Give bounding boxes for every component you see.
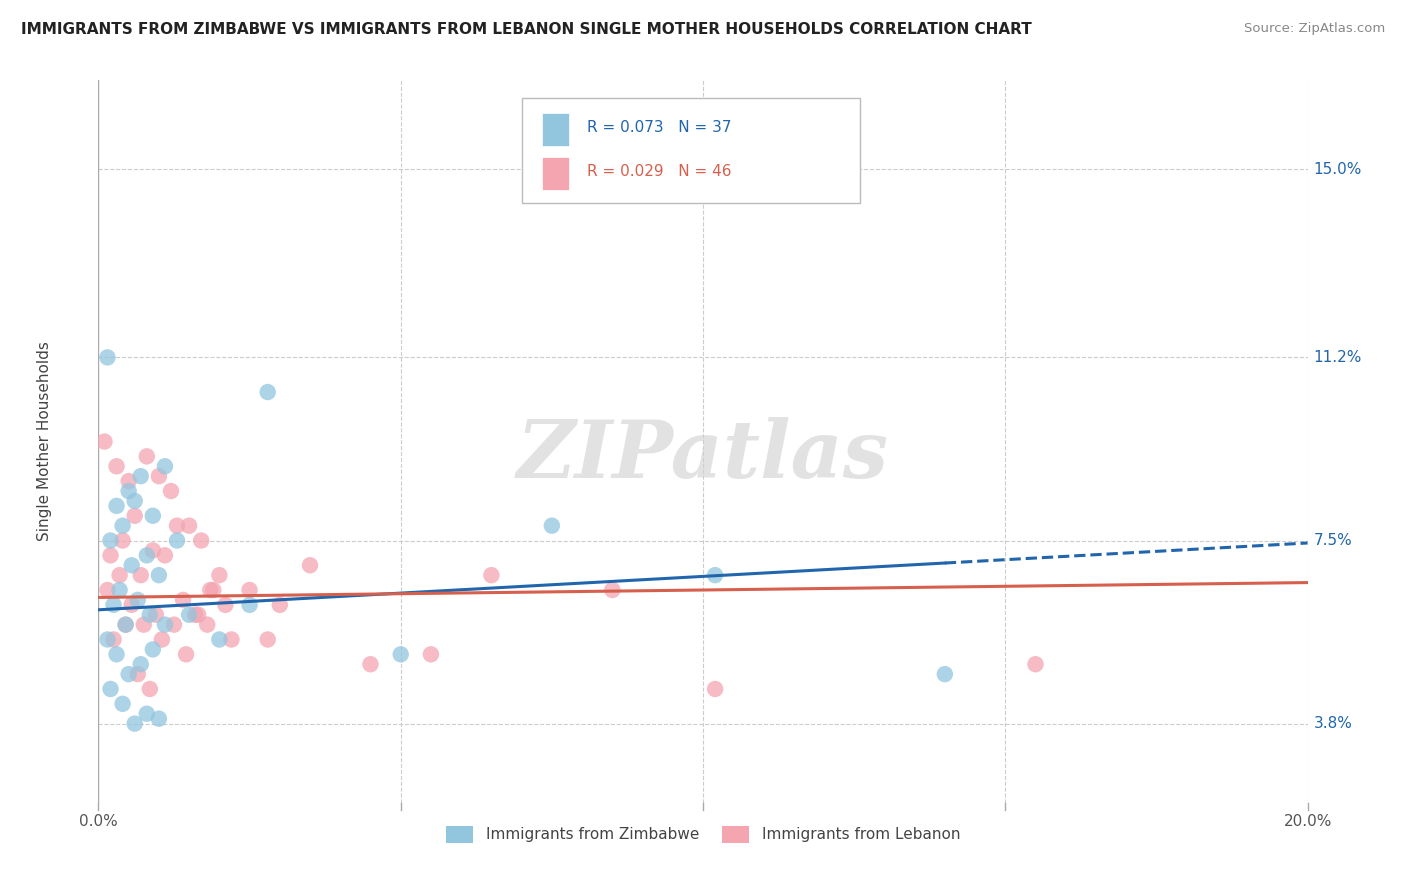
Point (239, 582, 262, 597)
Text: R = 0.073   N = 37: R = 0.073 N = 37 (586, 120, 731, 135)
Point (202, 582, 225, 597)
Point (214, 598, 236, 612)
Point (135, 549, 157, 563)
Point (100, 533, 122, 548)
Point (142, 642, 165, 657)
Point (153, 549, 176, 563)
Point (153, 617, 176, 632)
Point (129, 657, 152, 672)
Text: 7.5%: 7.5% (1313, 533, 1353, 548)
Text: Source: ZipAtlas.com: Source: ZipAtlas.com (1244, 22, 1385, 36)
Point (163, 617, 186, 632)
Point (208, 568, 231, 582)
Point (142, 543, 165, 558)
Point (129, 568, 152, 582)
Point (118, 474, 141, 488)
Text: Single Mother Households: Single Mother Households (37, 342, 52, 541)
Point (195, 617, 218, 632)
Point (103, 632, 125, 647)
Point (481, 568, 503, 582)
Point (132, 617, 155, 632)
Point (179, 518, 201, 533)
Point (174, 648, 197, 662)
Point (208, 632, 231, 647)
Point (127, 667, 149, 681)
Point (704, 568, 727, 582)
Point (111, 697, 134, 711)
Point (114, 617, 136, 632)
Point (105, 648, 128, 662)
Point (127, 593, 149, 607)
Text: 11.2%: 11.2% (1313, 350, 1362, 365)
Point (111, 533, 134, 548)
Point (124, 494, 146, 508)
Point (111, 518, 134, 533)
Point (360, 657, 382, 672)
Point (184, 607, 207, 622)
Point (124, 716, 146, 731)
Point (105, 459, 128, 474)
Point (96, 351, 118, 365)
Point (96, 582, 118, 597)
Point (704, 681, 727, 696)
Point (148, 712, 170, 726)
Point (135, 450, 157, 464)
Point (105, 499, 128, 513)
Point (100, 549, 122, 563)
Point (389, 648, 412, 662)
Point (1024, 657, 1046, 672)
Point (93, 434, 115, 449)
Legend: Immigrants from Zimbabwe, Immigrants from Lebanon: Immigrants from Zimbabwe, Immigrants fro… (440, 820, 966, 849)
Point (256, 385, 278, 400)
Point (108, 582, 131, 597)
Point (124, 508, 146, 523)
Text: 3.8%: 3.8% (1313, 716, 1353, 731)
Text: 15.0%: 15.0% (1313, 161, 1362, 177)
Point (139, 607, 162, 622)
Bar (543, 157, 569, 190)
Text: 20.0%: 20.0% (1284, 814, 1331, 829)
Point (121, 598, 143, 612)
Point (100, 681, 122, 696)
Point (602, 582, 624, 597)
Point (148, 469, 170, 483)
Point (121, 558, 143, 573)
Point (153, 459, 176, 474)
Bar (543, 113, 569, 146)
Text: ZIPatlas: ZIPatlas (517, 417, 889, 495)
Point (135, 706, 157, 721)
Point (114, 617, 136, 632)
Point (118, 483, 141, 498)
Text: IMMIGRANTS FROM ZIMBABWE VS IMMIGRANTS FROM LEBANON SINGLE MOTHER HOUSEHOLDS COR: IMMIGRANTS FROM ZIMBABWE VS IMMIGRANTS F… (21, 22, 1032, 37)
Point (239, 598, 262, 612)
Point (129, 469, 152, 483)
Point (166, 518, 188, 533)
Point (148, 568, 170, 582)
Point (139, 681, 162, 696)
Point (96, 632, 118, 647)
Point (118, 667, 141, 681)
Text: R = 0.029   N = 46: R = 0.029 N = 46 (586, 163, 731, 178)
Point (160, 483, 183, 498)
Point (269, 598, 291, 612)
Point (540, 518, 562, 533)
Point (166, 533, 188, 548)
Point (187, 607, 209, 622)
Point (299, 558, 322, 573)
Point (256, 632, 278, 647)
Point (103, 598, 125, 612)
Point (200, 582, 222, 597)
Point (221, 632, 243, 647)
Point (190, 533, 212, 548)
Point (179, 607, 201, 622)
FancyBboxPatch shape (522, 98, 860, 203)
Point (108, 568, 131, 582)
Point (420, 648, 443, 662)
Point (172, 593, 194, 607)
Point (145, 607, 167, 622)
Point (150, 632, 173, 647)
Point (142, 508, 165, 523)
Point (934, 667, 956, 681)
Text: 0.0%: 0.0% (79, 814, 118, 829)
